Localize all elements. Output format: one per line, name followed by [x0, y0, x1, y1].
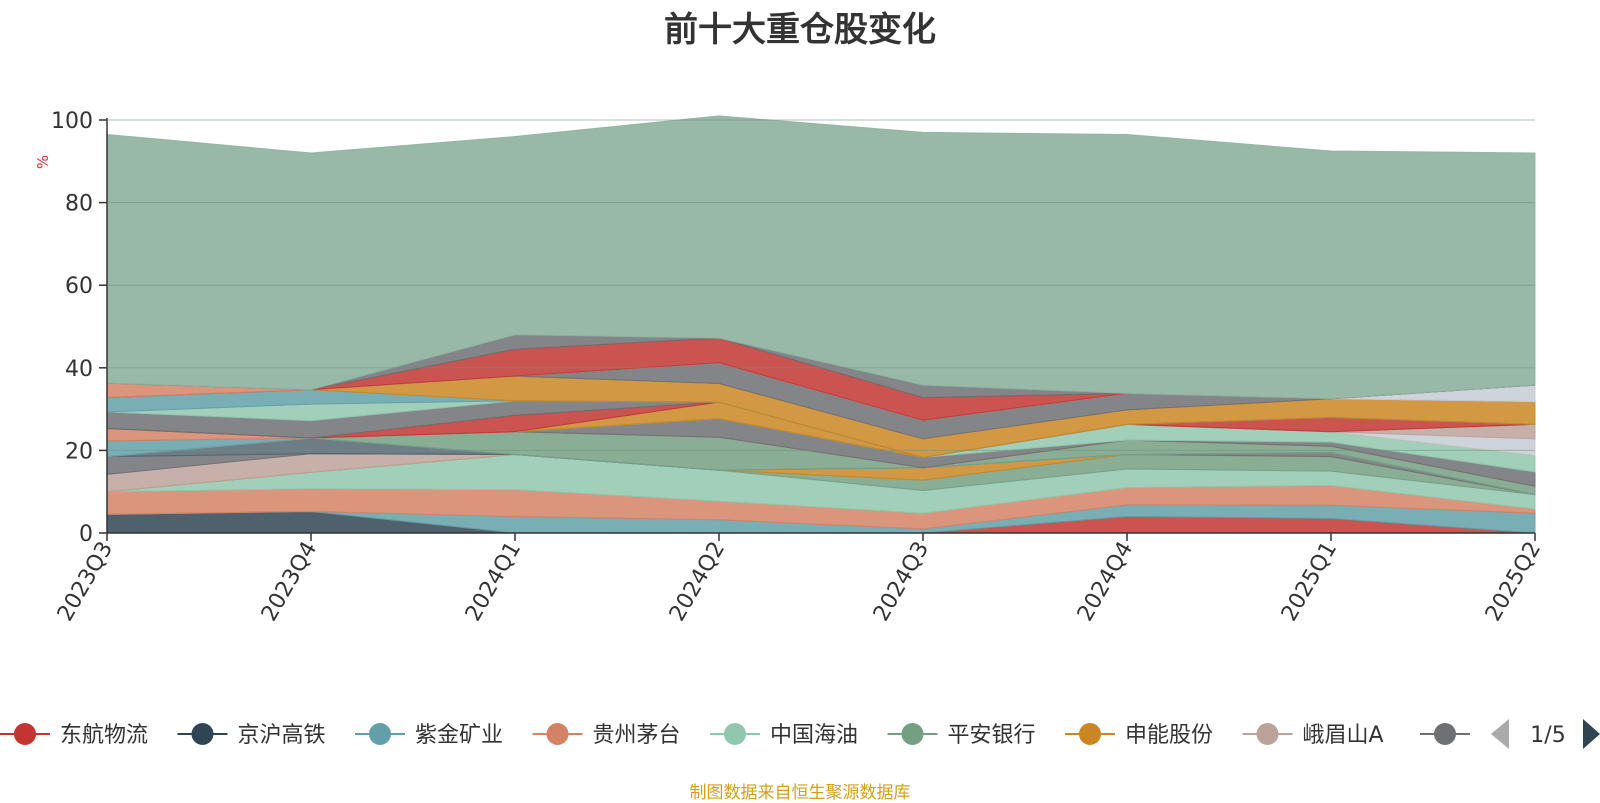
y-tick-label-80: 80	[65, 192, 93, 217]
source-note: 制图数据来自恒生聚源数据库	[689, 783, 911, 803]
y-axis-label: %	[34, 155, 52, 169]
y-tick-label-0: 0	[79, 522, 93, 547]
legend-marker	[1079, 723, 1101, 745]
legend-marker	[191, 723, 214, 745]
legend-label: 京沪高铁	[238, 723, 326, 748]
legend-marker	[901, 723, 924, 745]
area-series	[106, 115, 1536, 534]
legend-label: 贵州茅台	[593, 723, 681, 748]
legend-item-平安银行[interactable]: 平安银行	[887, 723, 1036, 748]
legend-marker	[1256, 723, 1279, 745]
legend-item-峨眉山A[interactable]: 峨眉山A	[1242, 723, 1384, 748]
legend-label: 东航物流	[60, 723, 148, 748]
legend-label: 平安银行	[948, 723, 1036, 748]
area-其他	[106, 115, 1536, 400]
x-tick-label-2024Q1: 2024Q1	[461, 538, 526, 626]
x-tick-label-2024Q2: 2024Q2	[665, 538, 730, 626]
legend-item-东航物流[interactable]: 东航物流	[0, 723, 148, 748]
legend-marker	[369, 723, 391, 745]
legend-page-indicator: 1/5	[1530, 723, 1565, 748]
legend-marker	[546, 723, 569, 745]
x-tick-label-2023Q4: 2023Q4	[257, 538, 322, 626]
chart-title: 前十大重仓股变化	[664, 10, 936, 50]
legend-item-中国海油[interactable]: 中国海油	[710, 723, 858, 748]
legend-label: 中国海油	[770, 723, 858, 748]
legend-item-紫金矿业[interactable]: 紫金矿业	[355, 723, 503, 748]
legend-prev-page-icon[interactable]	[1491, 719, 1509, 749]
grid-lines	[107, 119, 1535, 451]
x-tick-label-2025Q1: 2025Q1	[1277, 538, 1342, 626]
legend-item-京沪高铁[interactable]: 京沪高铁	[177, 723, 326, 748]
x-tick-label-2024Q4: 2024Q4	[1073, 538, 1138, 626]
legend-item-申能股份[interactable]: 申能股份	[1065, 723, 1213, 748]
x-tick-label-2025Q2: 2025Q2	[1481, 538, 1546, 626]
y-tick-label-20: 20	[65, 439, 93, 464]
legend-marker	[1434, 723, 1456, 745]
legend-item-贵州茅台[interactable]: 贵州茅台	[532, 723, 681, 748]
x-tick-label-2024Q3: 2024Q3	[869, 538, 934, 626]
legend-item-中国平安[interactable]: 中国平安	[1420, 723, 1568, 748]
legend-label: 峨眉山A	[1303, 723, 1384, 748]
legend-label: 紫金矿业	[415, 723, 503, 748]
legend-marker	[724, 723, 746, 745]
legend-next-page-icon[interactable]	[1583, 719, 1600, 749]
legend-label: 申能股份	[1125, 723, 1213, 748]
y-tick-label-60: 60	[65, 274, 93, 299]
legend-marker	[14, 723, 36, 745]
y-tick-label-100: 100	[51, 109, 93, 134]
legend-items: 东航物流 京沪高铁 紫金矿业 贵州茅台 中国海油 平安银行 申能股份 峨眉山A 中国平安	[0, 723, 1568, 748]
y-tick-label-40: 40	[65, 357, 93, 382]
x-tick-label-2023Q3: 2023Q3	[53, 538, 118, 626]
